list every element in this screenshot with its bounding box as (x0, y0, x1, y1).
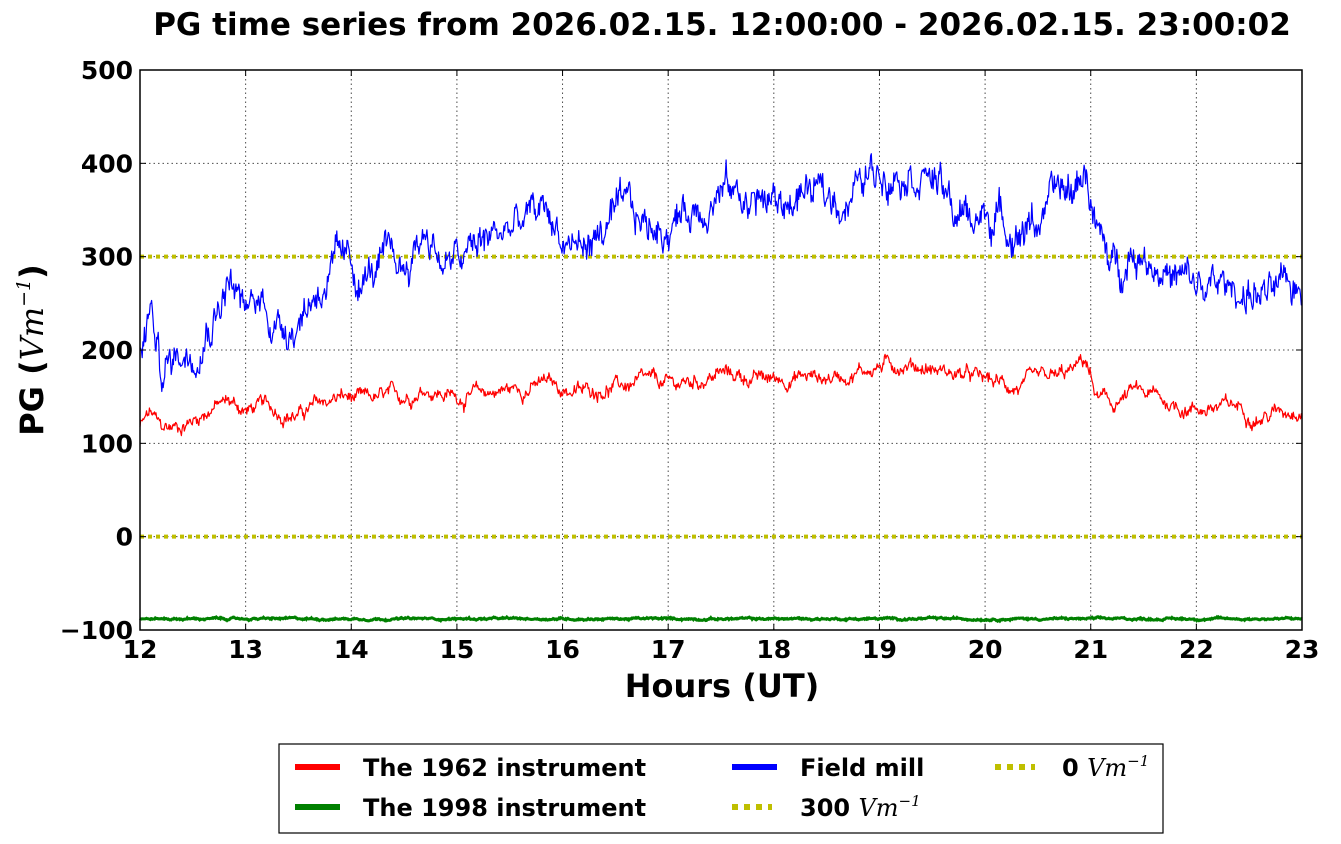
legend-label-300-vm-1: 300 Vm−1 (800, 792, 921, 822)
y-axis-label: PG (Vm−1) (13, 264, 51, 436)
axis-ticks (139, 69, 1303, 631)
x-tick-label: 14 (334, 635, 369, 664)
x-tick-label: 18 (756, 635, 791, 664)
legend-label-the-1962-instrument: The 1962 instrument (363, 754, 646, 782)
x-tick-label: 19 (862, 635, 897, 664)
y-tick-label: 100 (81, 429, 133, 458)
x-axis-label: Hours (UT) (625, 667, 820, 705)
y-tick-label: −100 (60, 616, 133, 645)
legend-box (278, 743, 1164, 834)
y-axis-label-unit: Vm (13, 307, 51, 360)
legend-label-the-1998-instrument: The 1998 instrument (363, 794, 646, 822)
x-tick-label: 16 (545, 635, 580, 664)
y-tick-label: 400 (81, 149, 133, 178)
x-tick-label: 15 (440, 635, 475, 664)
y-tick-label: 500 (81, 56, 133, 85)
x-tick-label: 13 (228, 635, 263, 664)
x-tick-label: 21 (1073, 635, 1108, 664)
chart-title: PG time series from 2026.02.15. 12:00:00… (153, 7, 1291, 43)
series-line-the-1962-instrument (139, 353, 1303, 437)
x-tick-label: 17 (651, 635, 686, 664)
legend-label-field-mill: Field mill (800, 754, 924, 782)
y-tick-labels: −100 0 100 200 300 400 500 (60, 56, 133, 645)
x-tick-labels: 12 13 14 15 16 17 18 19 20 21 22 23 (123, 635, 1320, 664)
y-axis-label-suffix: ) (13, 264, 51, 279)
data-series (138, 153, 1303, 624)
y-axis-label-exponent: −1 (13, 279, 35, 307)
legend: The 1962 instrument The 1998 instrument Fi… (278, 743, 1164, 834)
series-line-field-mill (139, 153, 1303, 393)
series-line-the-1998-instrument (138, 614, 1303, 624)
x-tick-label: 20 (968, 635, 1003, 664)
x-tick-label: 23 (1285, 635, 1320, 664)
y-tick-label: 0 (116, 523, 133, 552)
x-tick-label: 22 (1179, 635, 1214, 664)
grid (140, 70, 1302, 630)
y-tick-label: 200 (81, 336, 133, 365)
y-tick-label: 300 (81, 243, 133, 272)
reference-lines (140, 254, 1302, 539)
legend-label-0-vm-1: 0 Vm−1 (1062, 752, 1149, 782)
y-axis-label-prefix: PG ( (13, 360, 51, 435)
x-tick-label: 12 (123, 635, 158, 664)
